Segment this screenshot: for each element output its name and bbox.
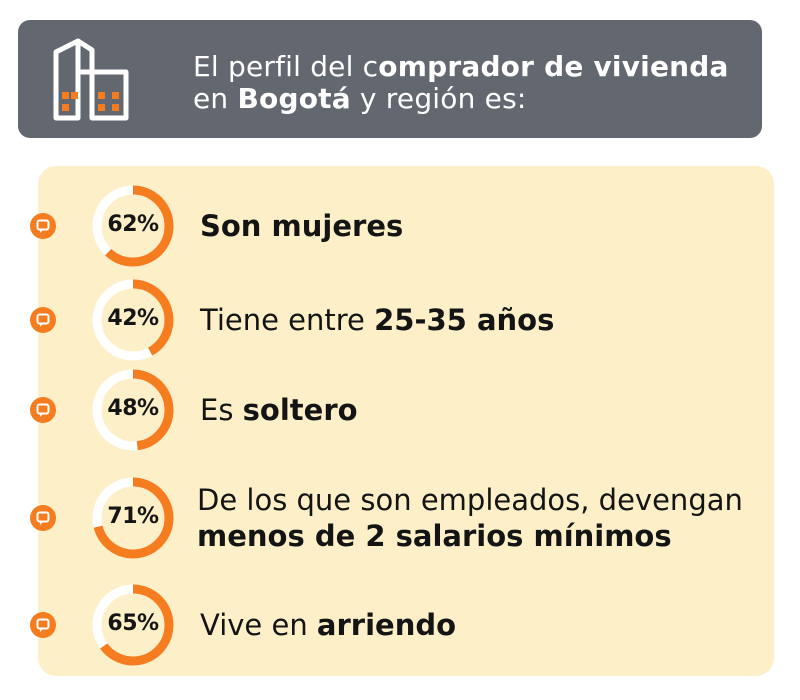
stat-label: Es soltero: [200, 392, 358, 428]
chat-bullet-icon: [30, 213, 56, 239]
stat-label-regular: Tiene entre: [200, 303, 375, 337]
chat-bullet-icon: [30, 505, 56, 531]
ring-fill: [92, 279, 174, 361]
stat-label-bold: soltero: [242, 393, 358, 427]
header-line1-regular: El perfil del c: [193, 50, 379, 83]
percent-label: 48%: [107, 396, 159, 421]
stat-label-regular: Es: [200, 393, 243, 427]
ring-fill: [92, 369, 174, 451]
chat-bullet-icon: [30, 397, 56, 423]
percent-ring: [92, 279, 174, 361]
stat-label-bold: 25-35 años: [374, 303, 555, 337]
stat-item: 65% Vive en arriendo: [0, 575, 800, 675]
header-line2-regular-b: y región es:: [350, 82, 527, 115]
header-line2-regular-a: en: [193, 82, 238, 115]
ring-fill: [92, 584, 174, 666]
stat-item: 71% De los que son empleados, devengan men…: [0, 468, 800, 568]
stat-label: De los que son empleados, devengan menos …: [197, 482, 743, 554]
header-line2-bold: Bogotá: [237, 82, 351, 115]
stat-item: 62% Son mujeres: [0, 176, 800, 276]
percent-label: 62%: [107, 212, 159, 237]
stat-label-regular: Vive en: [200, 608, 317, 642]
chat-bullet-icon: [30, 307, 56, 333]
stat-item: 48% Es soltero: [0, 360, 800, 460]
stat-item: 42% Tiene entre 25-35 años: [0, 270, 800, 370]
percent-ring: [92, 185, 174, 267]
percent-label: 42%: [107, 306, 159, 331]
ring-fill: [92, 185, 174, 267]
percent-label: 65%: [107, 611, 159, 636]
stat-label-bold: menos de 2 salarios mínimos: [197, 519, 672, 553]
percent-ring: [92, 584, 174, 666]
stat-label: Vive en arriendo: [200, 607, 456, 643]
chat-bullet-icon: [30, 612, 56, 638]
ring-fill: [92, 477, 174, 559]
header-banner: El perfil del comprador de vivienda en B…: [18, 20, 762, 138]
stat-label: Son mujeres: [200, 208, 403, 244]
header-line1-bold: omprador de vivienda: [378, 50, 729, 83]
building-icon: [53, 38, 129, 121]
stat-label-bold: arriendo: [316, 608, 457, 642]
stat-label: Tiene entre 25-35 años: [200, 302, 554, 338]
stat-label-regular: De los que son empleados, devengan: [197, 483, 743, 517]
percent-label: 71%: [107, 504, 159, 529]
percent-ring: [92, 477, 174, 559]
percent-ring: [92, 369, 174, 451]
header-title: El perfil del comprador de vivienda en B…: [193, 51, 729, 115]
stat-label-bold: Son mujeres: [200, 209, 404, 243]
